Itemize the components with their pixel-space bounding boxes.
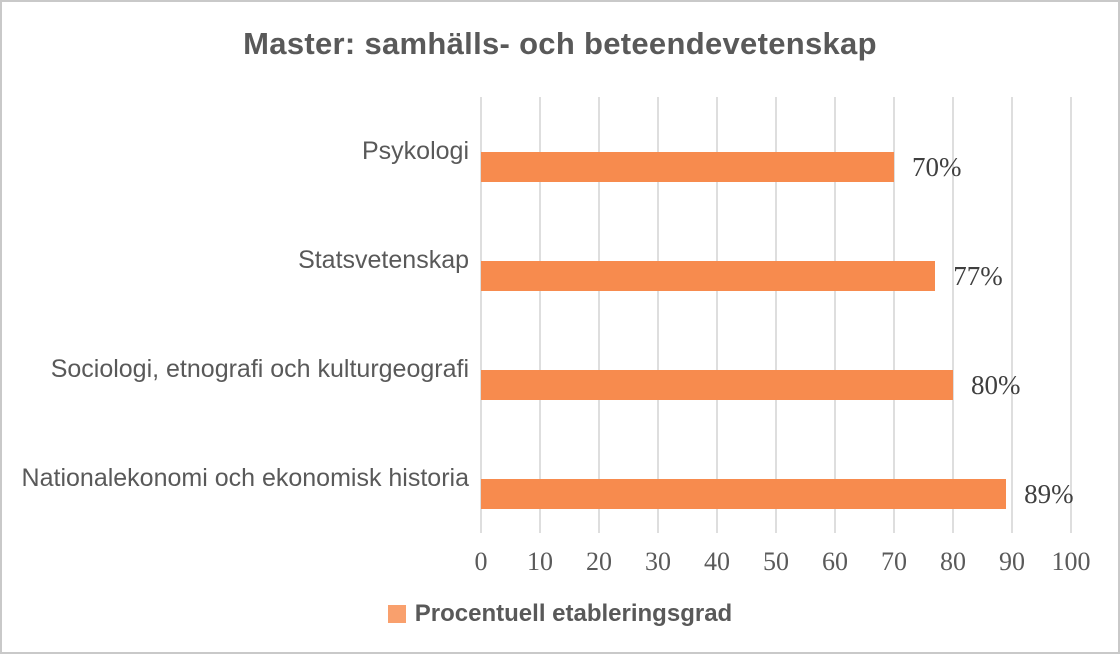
category-row: Statsvetenskap 77%	[2, 206, 1071, 315]
value-label: 80%	[971, 369, 1021, 400]
bar-track: 70%	[481, 97, 1071, 206]
category-label: Statsvetenskap	[298, 246, 469, 274]
gridline	[598, 97, 600, 533]
gridline	[716, 97, 718, 533]
gridline	[1011, 97, 1013, 533]
gridline	[657, 97, 659, 533]
x-tick-label: 10	[527, 547, 553, 576]
x-tick-label: 20	[586, 547, 612, 576]
bar	[481, 261, 936, 291]
value-label: 89%	[1024, 478, 1074, 509]
category-row: Psykologi 70%	[2, 97, 1071, 206]
bar	[481, 370, 953, 400]
gridlines	[480, 97, 1072, 533]
x-tick-label: 50	[763, 547, 789, 576]
x-tick-label: 70	[881, 547, 907, 576]
x-tick-label: 40	[704, 547, 730, 576]
chart-title: Master: samhälls- och beteendevetenskap	[243, 26, 877, 61]
bar-rows: Psykologi 70% Statsvetenskap 77% Sociologi, …	[2, 97, 1074, 533]
category-label: Sociologi, etnografi och kulturgeografi	[50, 355, 469, 383]
category-row: Nationalekonomi och ekonomisk historia 89…	[2, 424, 1074, 533]
category-label: Nationalekonomi och ekonomisk historia	[21, 464, 469, 492]
gridline	[952, 97, 954, 533]
bar	[481, 152, 894, 182]
legend: Procentuell etableringsgrad	[2, 600, 1118, 628]
bar	[481, 479, 1007, 509]
gridline	[775, 97, 777, 533]
x-tick-label: 80	[940, 547, 966, 576]
x-tick-label: 30	[645, 547, 671, 576]
gridline	[893, 97, 895, 533]
bar-track: 77%	[481, 206, 1071, 315]
gridline	[1070, 97, 1072, 533]
value-label: 77%	[953, 260, 1003, 291]
category-label: Psykologi	[362, 137, 469, 165]
gridline	[480, 97, 482, 533]
category-row: Sociologi, etnografi och kulturgeografi 8…	[2, 315, 1071, 424]
bar-track: 89%	[481, 424, 1074, 533]
x-tick-label: 90	[999, 547, 1025, 576]
gridline	[834, 97, 836, 533]
x-tick-label: 0	[474, 547, 488, 576]
gridline	[539, 97, 541, 533]
x-tick-label: 100	[1051, 547, 1091, 576]
legend-swatch	[387, 605, 406, 623]
x-axis-tick-labels: 0 10 20 30 40 50 60 70 80 90 100	[475, 533, 1091, 577]
legend-label: Procentuell etableringsgrad	[414, 600, 733, 627]
value-label: 70%	[912, 151, 962, 182]
plot-area: Psykologi 70% Statsvetenskap 77% Sociologi, …	[2, 97, 1091, 576]
bar-track: 80%	[481, 315, 1071, 424]
x-tick-label: 60	[822, 547, 848, 576]
